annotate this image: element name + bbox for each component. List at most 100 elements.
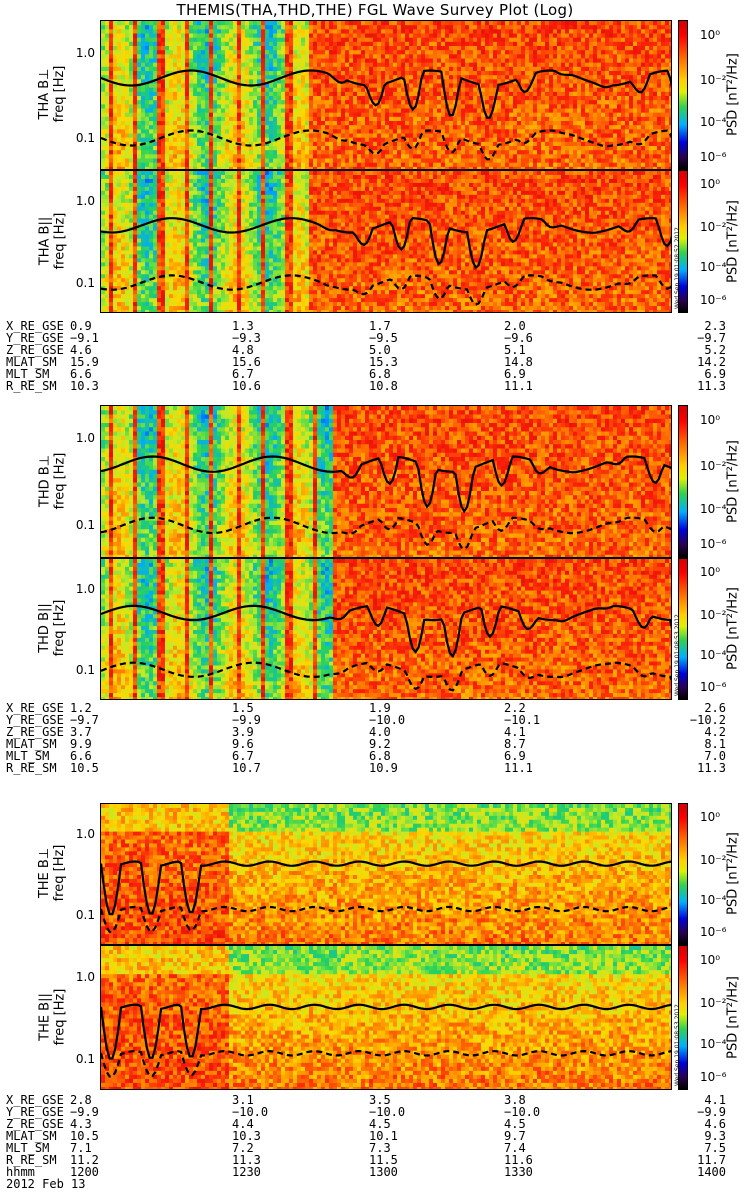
spectrogram-cell: [401, 121, 406, 126]
spectrogram-cell: [153, 33, 158, 39]
spectrogram-cell: [181, 75, 186, 80]
spectrogram-cell: [209, 54, 214, 60]
spectrogram-cell: [509, 133, 514, 139]
spectrogram-cell: [569, 66, 574, 72]
spectrogram-cell: [561, 108, 566, 114]
spectrogram-cell: [277, 37, 282, 43]
spectrogram-cell: [453, 96, 458, 101]
spectrogram-cell: [433, 141, 438, 147]
spectrogram-cell: [445, 154, 450, 160]
spectrogram-cell: [601, 75, 606, 80]
spectrogram-cell: [649, 146, 654, 151]
spectrogram-cell: [101, 116, 106, 122]
spectrogram-cell: [317, 37, 322, 43]
spectrogram-cell: [477, 100, 482, 105]
spectrogram-cell: [577, 58, 582, 64]
spectrogram-cell: [561, 154, 566, 160]
spectrogram-cell: [445, 158, 450, 164]
spectrogram-cell: [145, 129, 150, 135]
spectrogram-cell: [453, 133, 458, 139]
spectrogram-cell: [305, 37, 310, 43]
spectrogram-cell: [429, 62, 434, 68]
spectrogram-cell: [353, 146, 358, 151]
spectrogram-cell: [265, 33, 270, 39]
spectrogram-cell: [257, 154, 262, 160]
spectrogram-cell: [309, 96, 314, 101]
spectrogram-cell: [645, 91, 650, 97]
spectrogram-cell: [529, 162, 534, 168]
spectrogram-cell: [269, 112, 274, 118]
spectrogram-cell: [129, 150, 134, 155]
spectrogram-cell: [237, 21, 242, 26]
spectrogram-cell: [609, 75, 614, 80]
spectrogram-cell: [605, 58, 610, 64]
spectrogram-cell: [329, 71, 334, 76]
spectrogram-cell: [321, 137, 326, 143]
spectrogram-cell: [413, 166, 418, 169]
spectrogram-cell: [265, 54, 270, 60]
spectrogram-cell: [461, 125, 466, 130]
spectrogram-cell: [333, 62, 338, 68]
spectrogram-cell: [625, 87, 630, 93]
spectrogram-cell: [189, 146, 194, 151]
spectrogram-cell: [621, 150, 626, 155]
spectrogram-cell: [505, 162, 510, 168]
spectrogram-cell: [125, 112, 130, 118]
spectrogram-cell: [145, 33, 150, 39]
spectrogram-cell: [457, 46, 462, 51]
spectrogram-cell: [261, 33, 266, 39]
spectrogram-cell: [553, 29, 558, 35]
spectrogram-cell: [641, 154, 646, 160]
spectrogram-cell: [145, 108, 150, 114]
spectrogram-cell: [337, 129, 342, 135]
spectrogram-cell: [553, 150, 558, 155]
spectrogram-cell: [353, 75, 358, 80]
spectrogram-cell: [137, 158, 142, 164]
spectrogram-cell: [621, 146, 626, 151]
spectrogram-cell: [625, 91, 630, 97]
spectrogram-cell: [561, 133, 566, 139]
spectrogram-cell: [461, 146, 466, 151]
spectrogram-cell: [305, 29, 310, 35]
spectrogram-cell: [493, 133, 498, 139]
spectrogram-cell: [193, 116, 198, 122]
spectrogram-cell: [293, 141, 298, 147]
spectrogram-cell: [217, 108, 222, 114]
spectrogram-cell: [273, 58, 278, 64]
spectrogram-cell: [585, 46, 590, 51]
spectrogram-cell: [477, 58, 482, 64]
spectrogram-cell: [401, 75, 406, 80]
spectrogram-cell: [121, 100, 126, 105]
spectrogram-cell: [145, 54, 150, 60]
spectrogram-cell: [265, 83, 270, 89]
spectrogram-cell: [617, 154, 622, 160]
spectrogram-cell: [637, 71, 642, 76]
spectrogram-cell: [605, 25, 610, 30]
spectrogram-cell: [357, 83, 362, 89]
spectrogram-cell: [417, 133, 422, 139]
spectrogram-cell: [345, 150, 350, 155]
spectrogram-cell: [329, 91, 334, 97]
spectrogram-cell: [193, 96, 198, 101]
spectrogram-cell: [113, 33, 118, 39]
spectrogram-cell: [365, 21, 370, 26]
spectrogram-cell: [393, 46, 398, 51]
spectrogram-cell: [153, 71, 158, 76]
spectrogram-cell: [141, 62, 146, 68]
spectrogram-cell: [249, 121, 254, 126]
spectrogram-cell: [549, 129, 554, 135]
spectrogram-cell: [361, 112, 366, 118]
spectrogram-cell: [629, 100, 634, 105]
spectrogram-cell: [473, 87, 478, 93]
spectrogram-cell: [205, 146, 210, 151]
spectrogram-cell: [401, 129, 406, 135]
spectrogram-cell: [157, 25, 162, 30]
spectrogram-cell: [329, 116, 334, 122]
spectrogram-cell: [317, 104, 322, 110]
spectrogram-cell: [613, 46, 618, 51]
spectrogram-cell: [249, 154, 254, 160]
spectrogram-cell: [621, 162, 626, 168]
spectrogram-cell: [517, 129, 522, 135]
spectrogram-cell: [233, 146, 238, 151]
spectrogram-cell: [385, 91, 390, 97]
